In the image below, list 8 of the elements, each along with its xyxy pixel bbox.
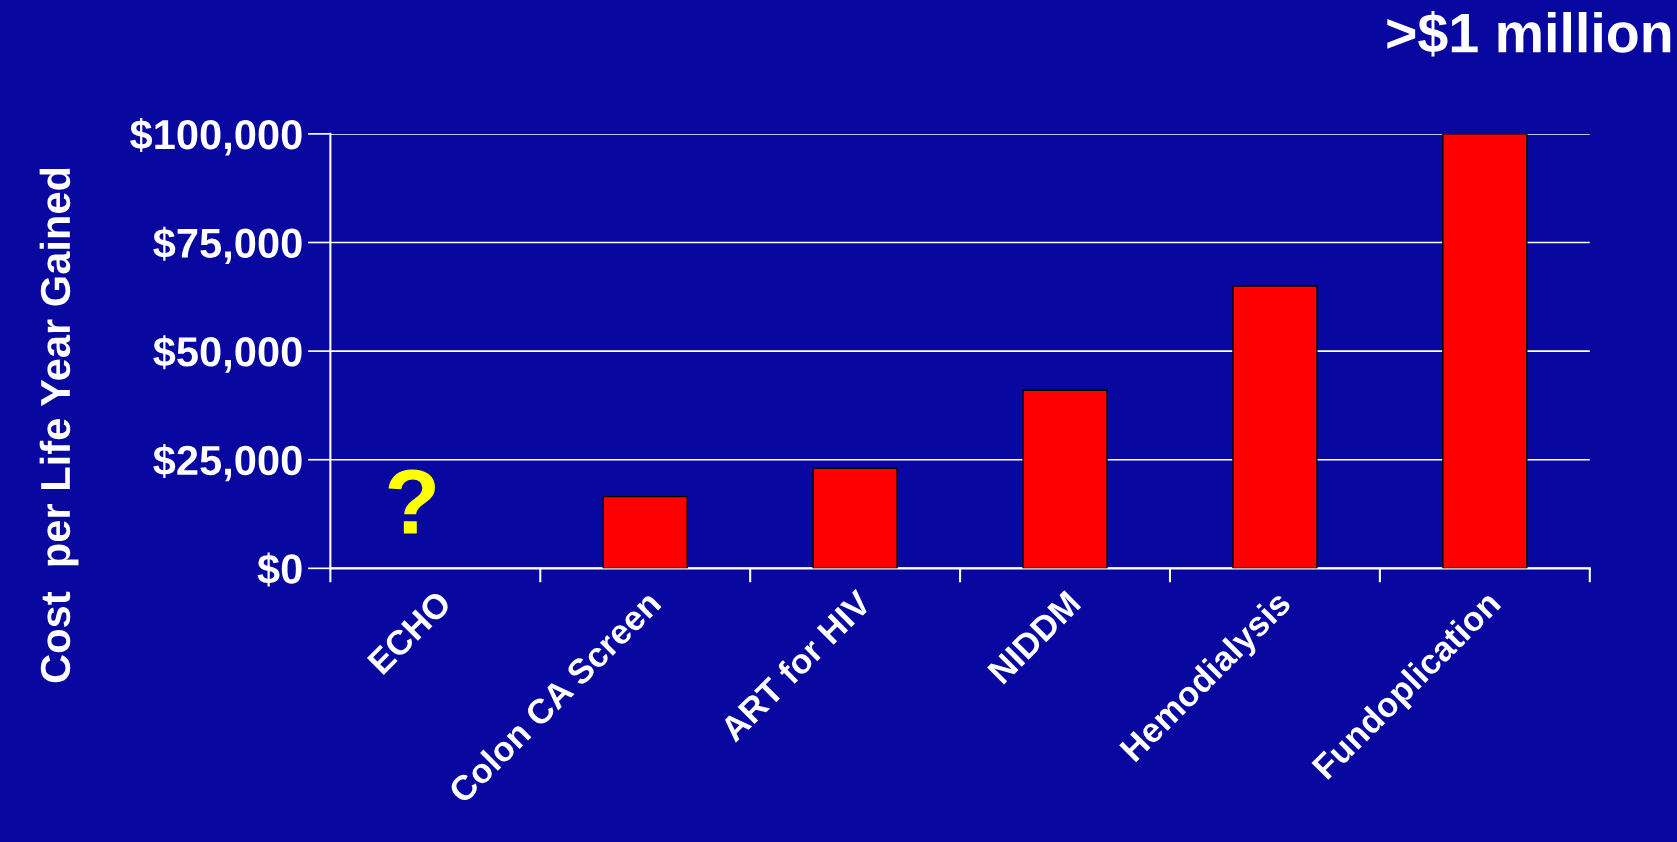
y-tick-label: $25,000 <box>153 443 302 482</box>
y-tick-label: $75,000 <box>153 226 302 265</box>
annotation: ? <box>388 469 435 534</box>
y-tick-label: $100,000 <box>130 118 302 156</box>
text: >$1 million <box>1387 11 1671 57</box>
y-tick-label: $50,000 <box>153 335 302 373</box>
y-tick-label: $0 <box>257 552 302 587</box>
y-axis-title: Cost per Life Year Gained <box>39 168 79 683</box>
